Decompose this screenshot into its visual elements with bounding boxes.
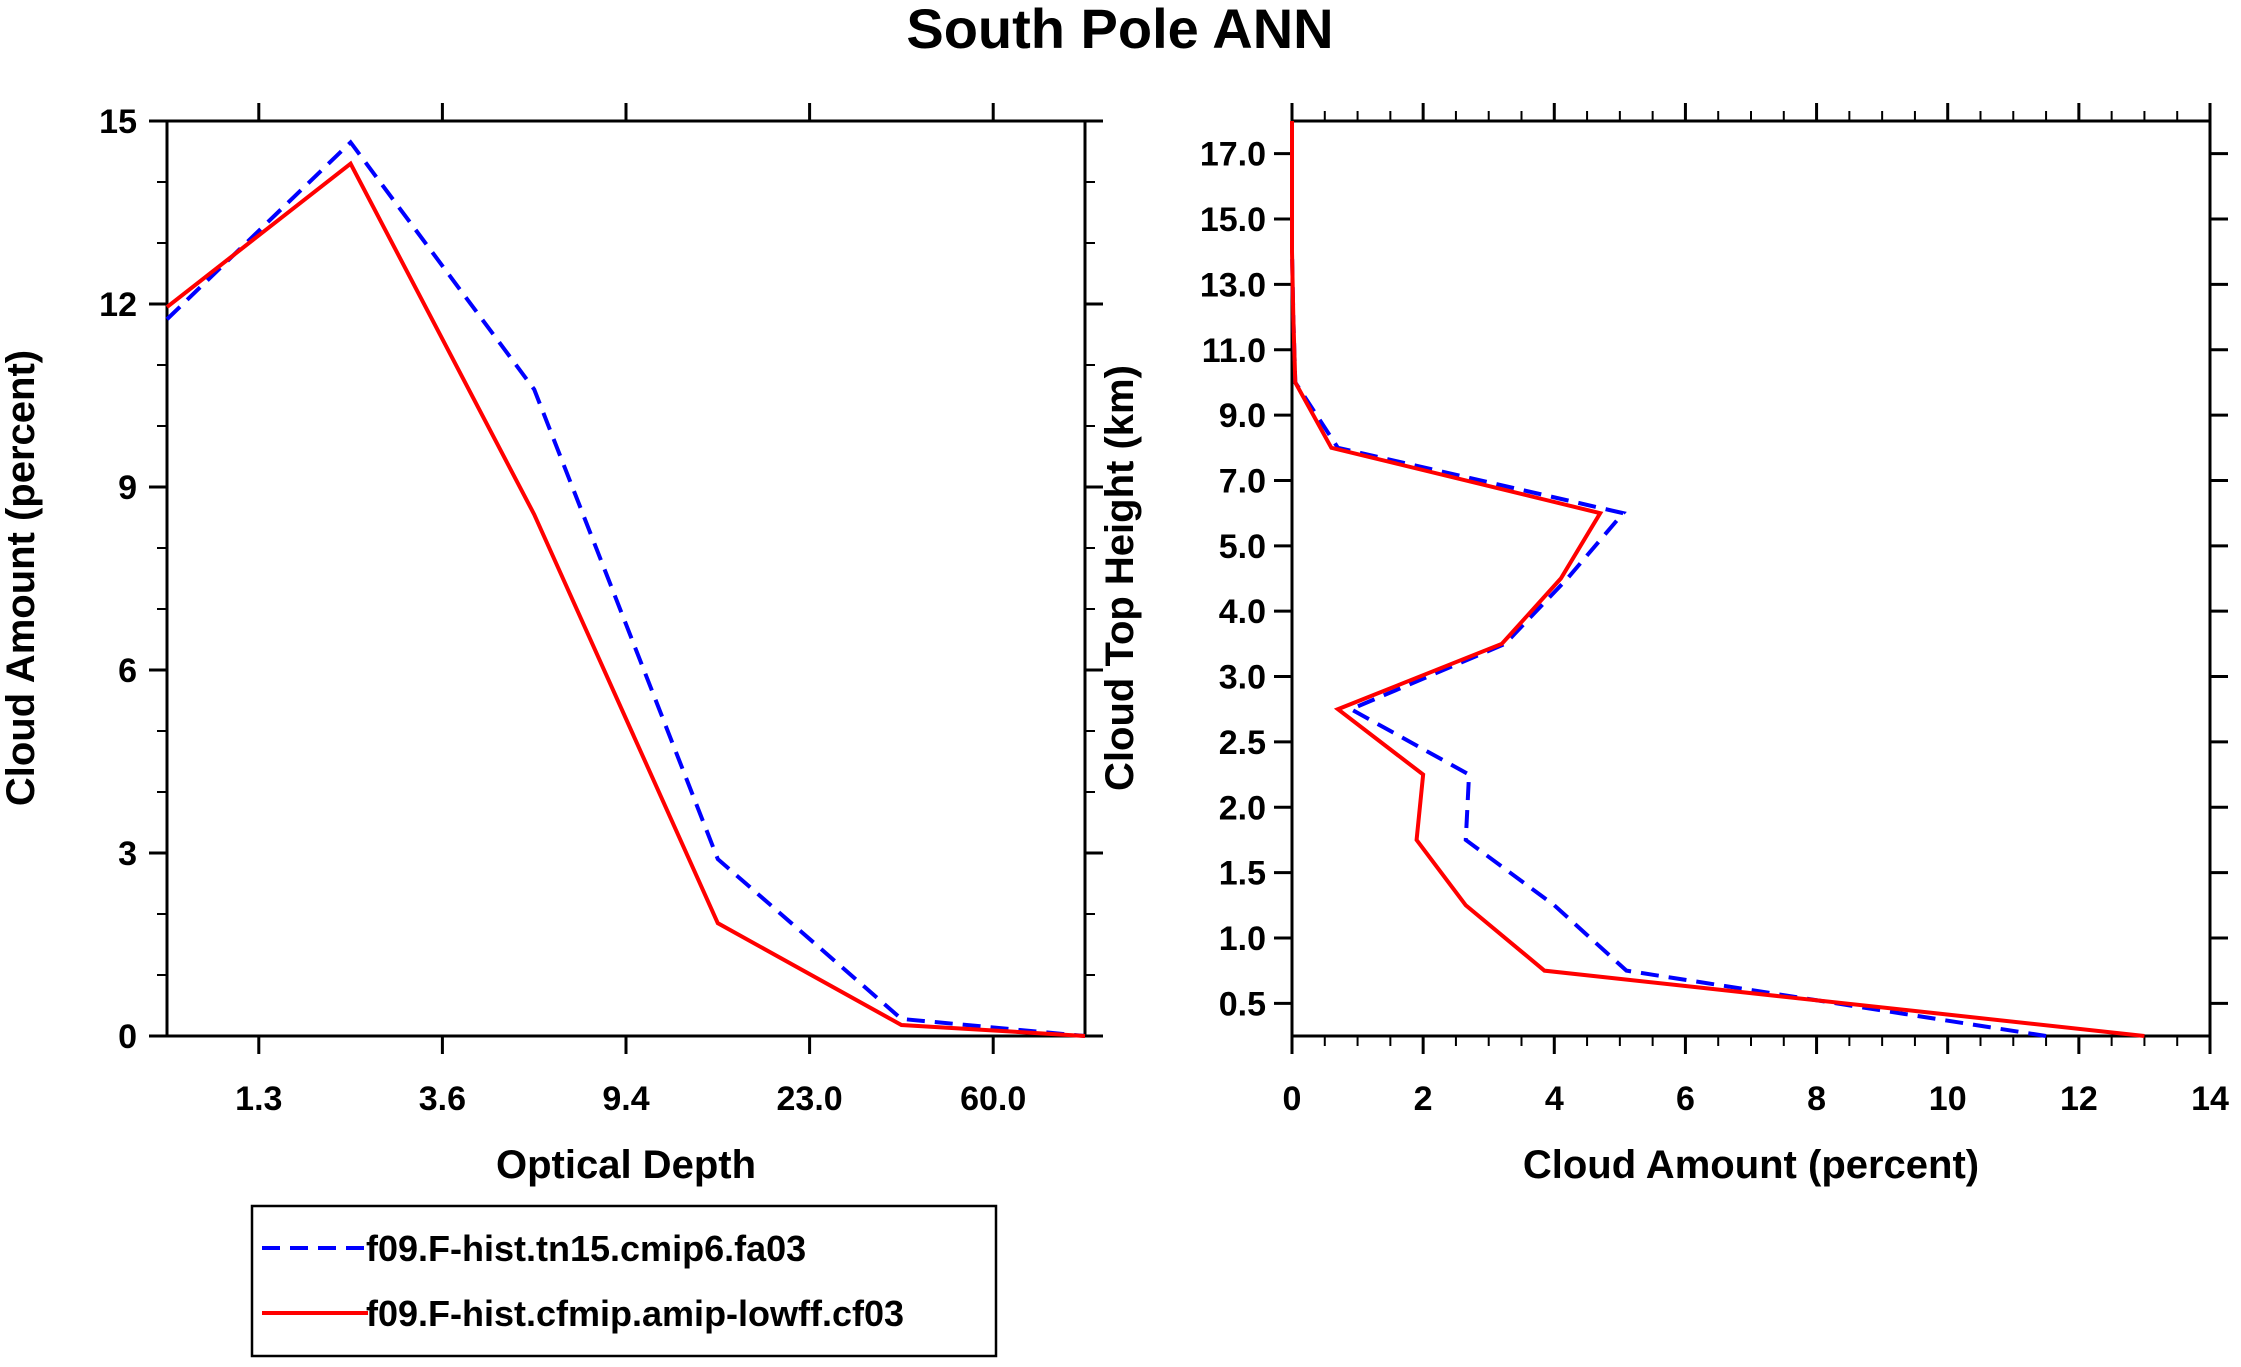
left-y-axis-label: Cloud Amount (percent) <box>0 350 43 806</box>
right-y-tick-label: 1.0 <box>1219 920 1266 958</box>
left-y-tick-label: 3 <box>118 835 137 873</box>
left-plot-frame <box>165 119 1087 1038</box>
left-x-tick-label: 9.4 <box>602 1080 649 1118</box>
right-y-axis-label: Cloud Top Height (km) <box>1098 365 1142 791</box>
left-series-line-model-b <box>165 160 1086 1038</box>
right-y-tick-label: 13.0 <box>1200 266 1266 304</box>
right-y-tick-label: 2.0 <box>1219 789 1266 827</box>
right-x-tick-label: 8 <box>1807 1080 1826 1118</box>
right-panel-cloud-top-height: 0 2 4 6 8 10 12 14 0.5 1.0 1.5 2.0 2.5 3.0 4.0 5.0 7.0 9.… <box>1098 103 2229 1187</box>
right-y-tick-label: 11.0 <box>1202 332 1266 370</box>
right-y-tick-label: 7.0 <box>1219 462 1266 500</box>
left-x-axis-label: Optical Depth <box>496 1143 756 1187</box>
right-y-tick-label: 2.5 <box>1219 724 1266 762</box>
right-y-tick-label: 15.0 <box>1200 201 1266 239</box>
left-x-tick-label: 3.6 <box>419 1080 466 1118</box>
right-y-tick-label: 3.0 <box>1219 659 1266 697</box>
right-x-tick-label: 12 <box>2060 1080 2098 1118</box>
right-y-tick-label: 0.5 <box>1219 985 1266 1023</box>
left-y-tick-label: 15 <box>99 103 137 141</box>
legend-box <box>250 1204 998 1358</box>
left-y-tick-label: 12 <box>99 286 137 324</box>
legend: f09.F-hist.tn15.cmip6.fa03 f09.F-hist.cf… <box>250 1204 998 1358</box>
chart-title: South Pole ANN <box>906 0 1333 60</box>
right-x-tick-label: 2 <box>1414 1080 1433 1118</box>
right-x-axis-label: Cloud Amount (percent) <box>1523 1143 1979 1187</box>
right-series-line-model-b <box>1290 121 2145 1038</box>
right-x-tick-label: 4 <box>1545 1080 1564 1118</box>
left-y-tick-label: 0 <box>118 1018 137 1056</box>
legend-label-model-a: f09.F-hist.tn15.cmip6.fa03 <box>366 1228 806 1269</box>
left-x-tick-label: 60.0 <box>960 1080 1026 1118</box>
legend-label-model-b: f09.F-hist.cfmip.amip-lowff.cf03 <box>366 1293 904 1334</box>
right-y-tick-label: 17.0 <box>1200 136 1266 174</box>
left-y-tick-label: 6 <box>118 652 137 690</box>
left-series-line-model-a <box>165 139 1086 1038</box>
right-x-tick-label: 10 <box>1929 1080 1967 1118</box>
right-series-line-model-a <box>1290 121 2047 1038</box>
right-y-tick-label: 5.0 <box>1219 528 1266 566</box>
right-x-tick-label: 0 <box>1283 1080 1302 1118</box>
left-x-tick-label: 23.0 <box>777 1080 843 1118</box>
right-y-tick-label: 1.5 <box>1219 855 1266 893</box>
left-x-tick-label: 1.3 <box>235 1080 282 1118</box>
right-x-tick-label: 6 <box>1676 1080 1695 1118</box>
right-y-tick-label: 4.0 <box>1219 593 1266 631</box>
right-plot-frame <box>1290 119 2212 1038</box>
right-y-tick-label: 9.0 <box>1219 397 1266 435</box>
right-x-tick-label: 14 <box>2191 1080 2229 1118</box>
left-y-tick-label: 9 <box>118 469 137 507</box>
